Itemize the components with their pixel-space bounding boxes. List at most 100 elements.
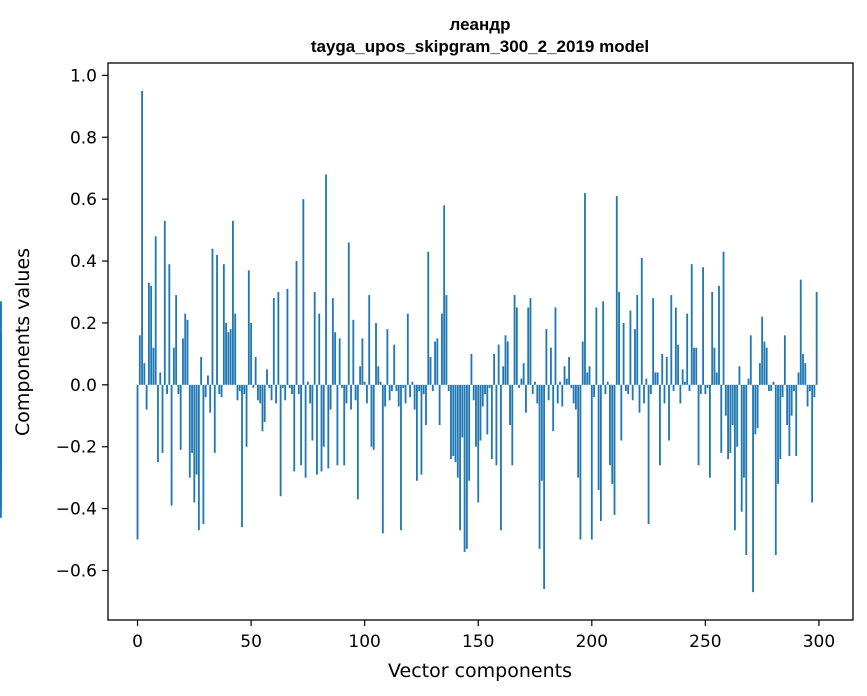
bar-component-281 (774, 384, 777, 556)
bar-component-101 (366, 384, 368, 404)
bar-component-undefined (0, 360, 2, 385)
bar-component-140 (454, 384, 457, 463)
bar-component-268 (745, 384, 748, 556)
bar-component-39 (225, 322, 228, 385)
bar-component-11 (161, 384, 164, 453)
bar-component-200 (590, 384, 593, 540)
y-tick-label: 0.8 (70, 128, 97, 148)
bar-component-258 (722, 251, 725, 385)
bar-component-248 (699, 384, 702, 395)
bar-component-277 (765, 347, 768, 385)
bar-component-53 (257, 384, 259, 401)
bar-component-265 (738, 366, 741, 385)
bar-component-249 (702, 267, 704, 385)
bar-component-189 (565, 378, 568, 385)
bar-component-176 (536, 384, 539, 404)
bar-component-47 (243, 384, 246, 395)
bar-component-98 (359, 366, 362, 385)
bar-component-143 (461, 384, 464, 438)
bar-component-49 (247, 270, 250, 385)
bar-component-255 (715, 372, 718, 385)
bar-component-221 (638, 384, 641, 413)
bar-component-68 (291, 384, 293, 395)
bar-component-197 (584, 192, 586, 385)
bar-component-13 (166, 384, 168, 395)
bar-component-160 (500, 384, 502, 531)
bar-component-166 (513, 295, 516, 385)
bar-component-2 (141, 90, 143, 385)
x-tick-label: 300 (803, 632, 835, 652)
bar-component-177 (538, 384, 541, 549)
bar-component-104 (372, 384, 375, 450)
bar-component-133 (438, 384, 441, 426)
bar-component-244 (690, 264, 693, 385)
bar-component-21 (184, 313, 187, 385)
bar-component-35 (216, 254, 218, 385)
bar-component-215 (624, 384, 627, 392)
x-tick-label: 150 (462, 632, 494, 652)
bar-component-126 (422, 384, 425, 395)
bar-component-273 (756, 384, 759, 429)
bar-component-192 (572, 384, 575, 404)
bar-component-271 (752, 384, 754, 593)
bar-component-185 (556, 384, 559, 404)
bar-component-89 (338, 338, 341, 385)
y-tick-label: 0.2 (70, 314, 97, 334)
bar-component-33 (211, 248, 214, 385)
bar-component-93 (347, 242, 350, 385)
x-tick-label: 0 (132, 632, 143, 652)
bar-component-254 (713, 347, 716, 385)
bar-component-5 (147, 282, 150, 385)
y-tick-label: 0.0 (70, 376, 97, 396)
bar-component-194 (577, 384, 580, 478)
bar-component-199 (588, 366, 591, 385)
bar-component-280 (772, 381, 775, 385)
bar-component-179 (543, 384, 546, 590)
bar-component-188 (563, 366, 566, 385)
bar-component-173 (529, 298, 532, 385)
bar-component-159 (497, 344, 500, 385)
y-tick-label: 0.6 (70, 190, 97, 210)
x-axis-ticks: 0 50 100 150 200 250 300 (132, 620, 835, 652)
bar-component-25 (193, 384, 196, 503)
bar-component-38 (222, 264, 225, 385)
bar-component-30 (204, 384, 207, 398)
bar-component-149 (475, 384, 477, 447)
bar-component-252 (709, 384, 711, 478)
bar-component-292 (799, 279, 802, 385)
bar-component-283 (779, 384, 782, 460)
bar-component-130 (431, 384, 434, 392)
bar-component-269 (747, 378, 750, 385)
bar-component-132 (436, 338, 439, 385)
bar-component-285 (783, 335, 786, 385)
bar-component-201 (593, 384, 595, 398)
bar-component-242 (686, 313, 689, 385)
bar-component-217 (629, 310, 632, 385)
bar-component-148 (472, 384, 475, 401)
bar-component-295 (806, 384, 809, 407)
bar-component-124 (418, 384, 421, 392)
bar-component-55 (261, 384, 264, 432)
bar-component-175 (534, 381, 536, 385)
bar-component-88 (336, 384, 339, 466)
bar-component-224 (645, 378, 648, 385)
bar-component-183 (552, 384, 555, 432)
bar-component-266 (740, 384, 743, 512)
bar-component-66 (286, 288, 289, 385)
bar-component-158 (495, 384, 498, 466)
bar-component-272 (754, 384, 757, 435)
bar-component-282 (777, 384, 779, 484)
bar-component-163 (506, 341, 509, 385)
bar-component-226 (649, 384, 652, 395)
bar-component-274 (758, 363, 761, 385)
bar-component-288 (790, 384, 793, 416)
bar-component-147 (470, 353, 473, 385)
bar-component-90 (341, 384, 343, 388)
bar-component-29 (202, 384, 205, 525)
bar-component-20 (182, 338, 184, 385)
bar-component-12 (163, 220, 166, 385)
bar-component-18 (177, 384, 180, 395)
y-axis-label: Components values (12, 248, 34, 436)
bar-component-36 (218, 384, 221, 395)
